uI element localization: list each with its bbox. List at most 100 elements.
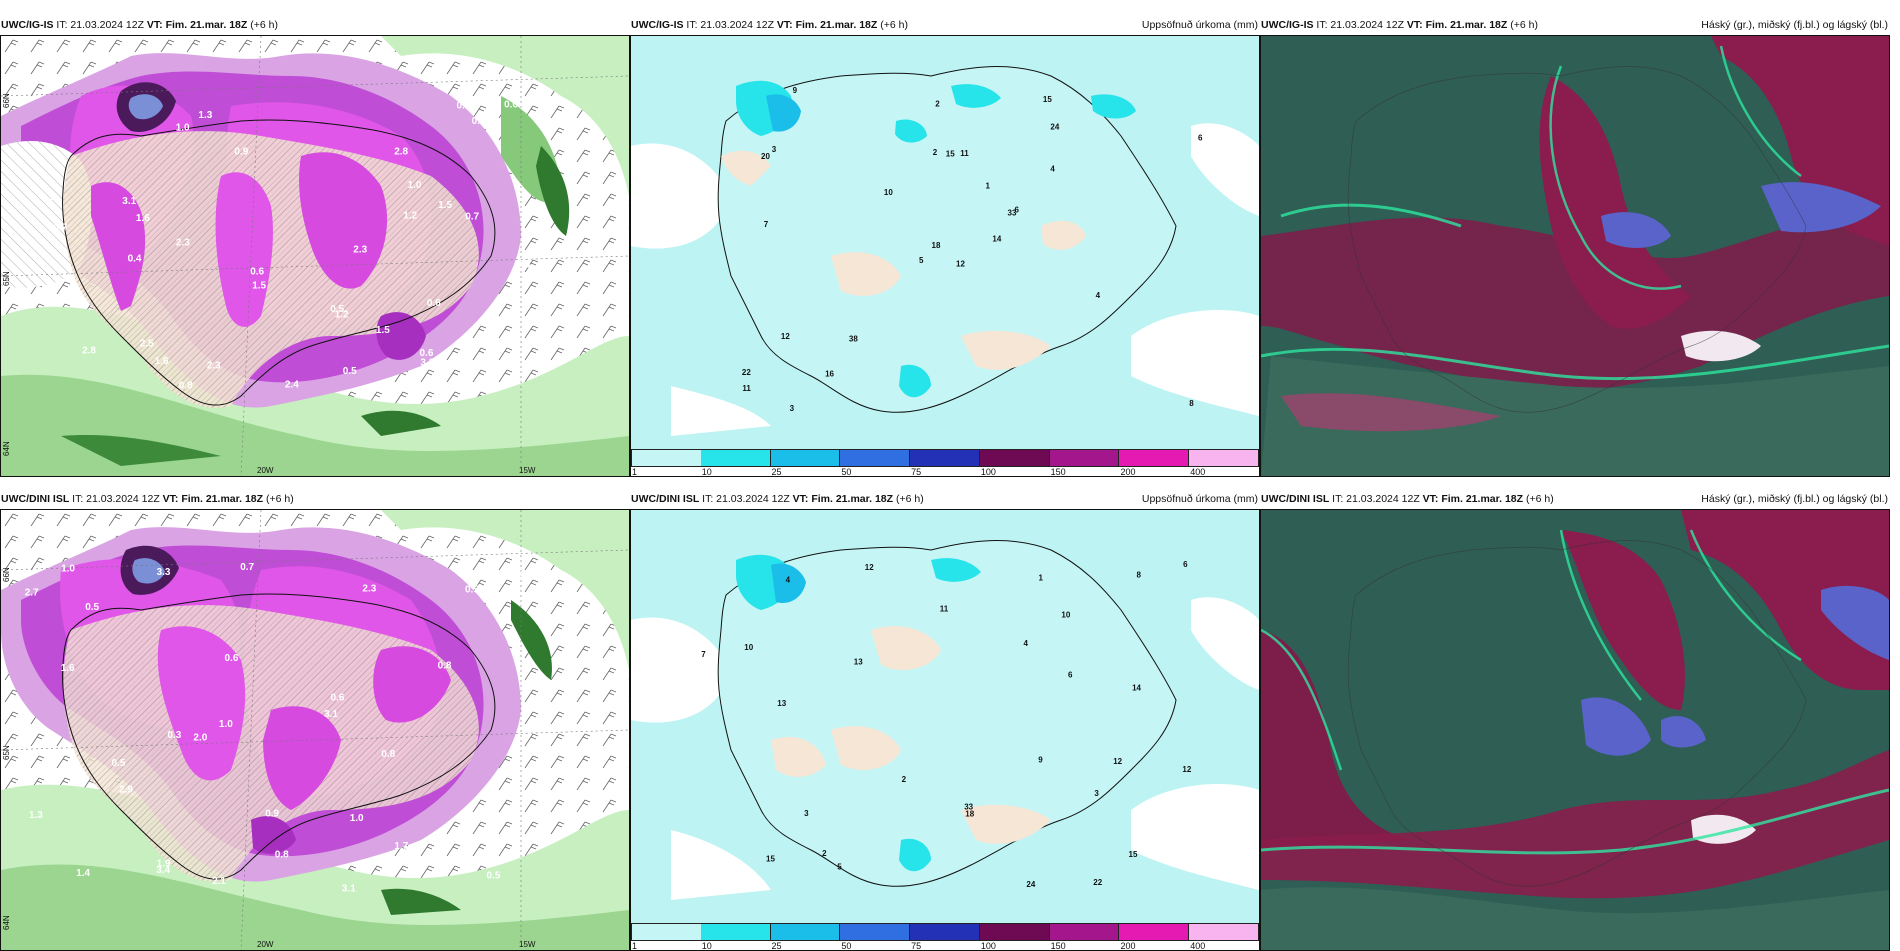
- value-label: 0.6: [420, 348, 434, 359]
- colorbar-tick-label: 10: [701, 941, 712, 951]
- value-label: 15: [766, 855, 775, 864]
- colorbar-swatch: [631, 923, 702, 941]
- lat-label-65n: 65N: [2, 745, 11, 760]
- panel-header: UWC/IG-IS IT: 21.03.2024 12Z VT: Fim. 21…: [0, 15, 630, 35]
- value-label: 2: [935, 100, 940, 109]
- value-label: 0.8: [472, 116, 486, 127]
- value-label: 18: [932, 241, 941, 250]
- value-label: 0.5: [487, 871, 501, 882]
- value-label: 0.7: [465, 211, 479, 222]
- value-label: 12: [1182, 765, 1191, 774]
- model-name: UWC/DINI ISL: [1261, 493, 1330, 505]
- cloud-map[interactable]: [1260, 509, 1890, 951]
- panel-header: UWC/DINI ISL IT: 21.03.2024 12Z VT: Fim.…: [630, 489, 1260, 509]
- value-label: 14: [1132, 684, 1141, 693]
- accum-map[interactable]: 12 20 18 22 33 38 15 11 24 14 9 8 7 6 5 4 3 2 1 12 10 11 16 15 6…: [630, 35, 1260, 477]
- colorbar-tick-label: 1: [632, 467, 638, 477]
- colorbar-swatch: [1119, 923, 1190, 941]
- colorbar-swatch: [910, 449, 980, 467]
- panel-header: UWC/IG-IS IT: 21.03.2024 12Z VT: Fim. 21…: [1260, 15, 1890, 35]
- colorbar: 1 10 25 50 75 100 150 200 400: [631, 923, 1259, 951]
- cloud-map[interactable]: [1260, 35, 1890, 477]
- value-label: 0.6: [457, 101, 471, 112]
- value-label: 0.6: [250, 267, 264, 278]
- value-label: 11: [960, 149, 969, 158]
- value-label: 4: [786, 576, 791, 585]
- panel-bottom-precip: UWC/DINI ISL IT: 21.03.2024 12Z VT: Fim.…: [0, 489, 630, 951]
- value-label: 1: [1039, 574, 1044, 583]
- panel-top-precip: UWC/IG-IS IT: 21.03.2024 12Z VT: Fim. 21…: [0, 15, 630, 477]
- value-label: 1.0: [176, 122, 190, 133]
- value-label: 1.5: [376, 325, 390, 336]
- value-label: 3.1: [324, 709, 338, 720]
- value-label: 12: [865, 563, 874, 572]
- colorbar-swatch: [1189, 449, 1259, 467]
- colorbar-swatch: [770, 923, 841, 941]
- value-label: 1.0: [219, 719, 233, 730]
- value-label: 0.7: [240, 562, 254, 573]
- value-label: 3.4: [156, 865, 170, 876]
- value-label: 5: [837, 862, 842, 871]
- cloud-map-canvas: [1261, 36, 1889, 476]
- value-label: 1.2: [359, 387, 373, 398]
- value-label: 0.5: [465, 584, 479, 595]
- lat-label-66n: 66N: [2, 93, 11, 108]
- precip-labels-top: 1.21.02.53.1 1.50.50.62.31.51.62.80.70.60…: [41, 100, 531, 398]
- precip-map[interactable]: 2.1 3.1 1.9 1.7 3.3 0.5 0.3 0.5 0.7 0.6 0.5 0.8 1.0 0…: [0, 509, 630, 951]
- value-label: 0.5: [112, 758, 126, 769]
- valid-label: VT:: [162, 493, 179, 505]
- value-label: 1.6: [61, 663, 75, 674]
- precip-map[interactable]: 1.2 1.0 2.5 3.1 1.5 0.5 0.6 2.3 1.5 1.6 2.8 0.7 0.6 0…: [0, 35, 630, 477]
- value-label: 24: [1050, 123, 1059, 132]
- value-label: 1.7: [394, 841, 408, 852]
- init-time: IT: 21.03.2024 12Z: [1332, 493, 1420, 505]
- valid-label: VT:: [792, 493, 809, 505]
- valid-time: Fim. 21.mar. 18Z: [165, 19, 248, 31]
- lat-label-64n: 64N: [2, 441, 11, 456]
- value-label: 1.9: [157, 859, 171, 870]
- value-label: 5: [919, 256, 924, 265]
- lead-time: (+6 h): [1510, 19, 1538, 31]
- panel-subtitle: Uppsöfnuð úrkoma (mm): [1141, 19, 1258, 31]
- value-label: 1.5: [438, 200, 452, 211]
- value-label: 24: [1026, 880, 1035, 889]
- colorbar-tick-label: 50: [841, 467, 852, 477]
- colorbar-swatch: [631, 449, 702, 467]
- value-label: 2.3: [176, 238, 190, 249]
- lead-time: (+6 h): [895, 493, 924, 505]
- value-label: 10: [884, 188, 893, 197]
- value-label: 2.3: [362, 584, 376, 595]
- colorbar-tick-label: 400: [1190, 467, 1206, 477]
- colorbar-swatch: [700, 449, 771, 467]
- value-label: 2.8: [394, 147, 408, 158]
- value-label: 0.5: [85, 602, 99, 613]
- value-label: 0.7: [41, 192, 55, 203]
- value-label: 13: [777, 699, 786, 708]
- accum-labels-top: 1220182233381511241498765432112101116156…: [742, 86, 1203, 413]
- valid-time: Fim. 21.mar. 18Z: [811, 493, 894, 505]
- value-label: 2.3: [207, 361, 221, 372]
- lon-label-20w: 20W: [257, 940, 274, 949]
- value-label: 3.1: [342, 884, 356, 895]
- colorbar-tick-label: 1: [632, 941, 638, 951]
- colorbar-swatch: [840, 923, 911, 941]
- value-label: 15: [1043, 95, 1052, 104]
- colorbar-swatch: [979, 449, 1050, 467]
- value-label: 6: [1015, 206, 1020, 215]
- colorbar-tick-label: 25: [771, 941, 782, 951]
- value-label: 2.8: [82, 346, 96, 357]
- colorbar-swatch: [1189, 923, 1259, 941]
- value-label: 1.6: [136, 213, 150, 224]
- valid-label: VT:: [146, 19, 163, 31]
- init-time: IT: 21.03.2024 12Z: [1316, 19, 1404, 31]
- accum-map[interactable]: 12 22 18 15 33 13 12 10 24 14 9 8 7 6 5 4 3 2 1 11 10 12 15 13 6…: [630, 509, 1260, 951]
- colorbar-swatch: [700, 923, 771, 941]
- model-name: UWC/IG-IS: [631, 19, 684, 31]
- value-label: 1.3: [29, 810, 43, 821]
- colorbar-tick-label: 150: [1050, 467, 1066, 477]
- value-label: 0.5: [520, 570, 534, 581]
- value-label: 1.2: [335, 310, 349, 321]
- value-label: 0.6: [225, 653, 239, 664]
- lat-label-65n: 65N: [2, 271, 11, 286]
- value-label: 0.6: [331, 693, 345, 704]
